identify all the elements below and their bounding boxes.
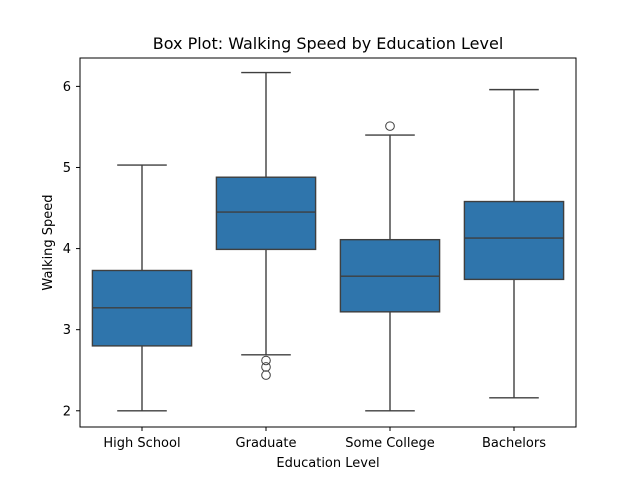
box-group — [463, 88, 565, 399]
y-tick-label: 2 — [63, 404, 71, 419]
y-tick-label: 6 — [63, 80, 71, 95]
y-tick-label: 3 — [63, 323, 71, 338]
x-tick-label: Some College — [345, 436, 435, 451]
outlier-point — [261, 370, 271, 380]
x-tick-label: Bachelors — [482, 436, 546, 451]
plot-frame — [79, 57, 577, 428]
box — [215, 176, 317, 251]
axes: 2 3 4 5 6 High School Graduate Some College Bach… — [63, 80, 546, 451]
box — [463, 200, 565, 281]
outlier-point — [385, 121, 395, 131]
box-group — [215, 71, 317, 380]
x-axis-label: Education Level — [276, 456, 379, 471]
outlier-point — [261, 362, 271, 372]
outlier-point — [261, 355, 271, 366]
plot-area — [91, 71, 565, 412]
y-axis-label: Walking Speed — [41, 194, 56, 290]
x-tick-label: Graduate — [236, 436, 297, 451]
y-tick-label: 5 — [63, 161, 71, 176]
x-tick-label: High School — [103, 436, 180, 451]
y-tick-label: 4 — [63, 242, 71, 257]
box-group — [91, 164, 193, 412]
chart-title: Box Plot: Walking Speed by Education Lev… — [153, 34, 504, 53]
box-group — [339, 121, 441, 412]
